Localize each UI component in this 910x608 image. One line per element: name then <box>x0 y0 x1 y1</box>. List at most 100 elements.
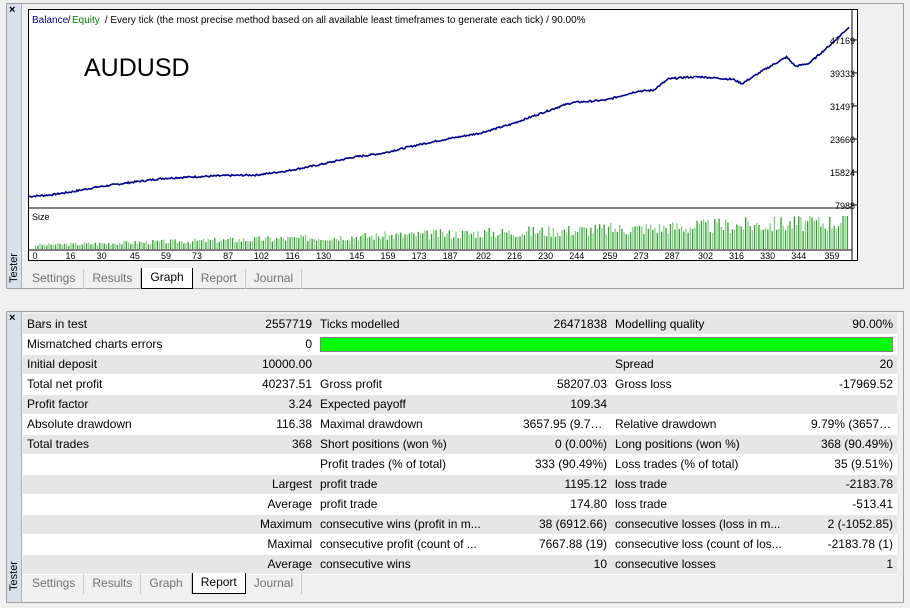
x-tick-label: 173 <box>412 251 427 260</box>
x-tick-label: 16 <box>66 251 76 260</box>
size-bar <box>234 242 236 249</box>
size-bar <box>477 231 479 249</box>
y-axis: 47169 39333 31497 23660 15824 7988 <box>830 10 857 260</box>
size-bar <box>654 227 656 249</box>
size-bar <box>616 232 618 249</box>
size-bar <box>435 230 437 249</box>
size-bar <box>550 236 552 249</box>
size-bar <box>581 227 583 249</box>
size-bar <box>466 231 468 249</box>
tab-results[interactable]: Results <box>84 269 142 289</box>
size-bar <box>709 232 711 249</box>
size-bar <box>209 240 211 249</box>
size-bar <box>94 242 96 249</box>
report-row: Absolute drawdown 116.38 Maximal drawdown 3… <box>23 414 897 435</box>
size-bar <box>327 240 329 249</box>
report-label: Maximal drawdown <box>316 414 519 435</box>
size-bar <box>324 240 327 249</box>
report-value: -513.41 <box>807 494 897 515</box>
x-tick-label: 216 <box>507 251 522 260</box>
size-bar <box>833 226 835 249</box>
size-bar <box>720 227 722 249</box>
size-bar <box>680 226 683 249</box>
size-bar <box>711 232 714 249</box>
size-bar <box>192 241 194 249</box>
size-bar <box>329 240 331 249</box>
tab-report[interactable]: Report <box>193 269 246 289</box>
size-bar <box>273 240 276 249</box>
size-bar <box>90 244 92 249</box>
size-bar <box>127 242 130 249</box>
tab-settings[interactable]: Settings <box>24 269 85 289</box>
size-bar <box>119 243 121 249</box>
size-bar <box>422 233 424 249</box>
x-tick-label: 202 <box>476 251 491 260</box>
tab-report[interactable]: Report <box>191 573 246 594</box>
size-bar <box>143 243 145 249</box>
size-bar <box>652 229 654 249</box>
x-tick-label: 273 <box>634 251 649 260</box>
report-value: 20 <box>807 354 897 375</box>
tab-graph[interactable]: Graph <box>141 574 192 594</box>
x-tick-label: 102 <box>254 251 269 260</box>
tab-results[interactable]: Results <box>84 574 142 594</box>
size-bar <box>216 243 218 249</box>
size-bar <box>643 234 645 249</box>
size-bar <box>603 224 605 249</box>
size-bar <box>484 230 486 249</box>
tab-journal[interactable]: Journal <box>246 269 303 289</box>
x-tick-label: 244 <box>569 251 584 260</box>
size-bar <box>212 239 214 249</box>
size-bar <box>461 230 464 249</box>
size-bar <box>464 231 466 249</box>
x-tick-label: 87 <box>223 251 233 260</box>
report-label <box>23 514 232 535</box>
report-row: Largest profit trade 1195.12 loss trade -218… <box>23 474 897 495</box>
report-label: consecutive wins (profit in m... <box>316 514 519 535</box>
size-bar <box>497 235 499 249</box>
size-bar <box>802 230 804 249</box>
size-bar <box>840 223 842 249</box>
size-bar <box>103 243 105 249</box>
tester-label: Tester <box>8 253 20 283</box>
size-bar <box>247 240 249 249</box>
tab-graph[interactable]: Graph <box>141 268 193 289</box>
size-bar <box>231 238 234 249</box>
size-bar <box>200 240 203 249</box>
size-bar <box>698 223 700 249</box>
size-bar <box>771 231 773 249</box>
size-bar <box>362 234 364 249</box>
size-bar <box>546 236 548 249</box>
size-bar <box>528 226 530 249</box>
size-bar <box>285 240 287 249</box>
size-bars <box>35 216 849 249</box>
close-icon[interactable]: × <box>9 312 16 324</box>
report-row: Initial deposit 10000.00 Spread 20 <box>23 354 897 375</box>
tab-settings[interactable]: Settings <box>24 574 85 594</box>
report-label: Absolute drawdown <box>23 414 232 435</box>
size-bar <box>50 244 52 249</box>
size-bar <box>532 227 534 249</box>
size-bar <box>543 235 546 249</box>
y-tick-label: 47169 <box>830 36 855 46</box>
size-bar <box>815 220 818 249</box>
size-bar <box>656 233 658 249</box>
size-bar <box>798 216 800 249</box>
size-bar <box>364 233 366 249</box>
report-value: 0 <box>232 334 316 355</box>
size-bar <box>789 221 791 249</box>
size-bar <box>121 244 123 249</box>
size-bar <box>846 216 849 249</box>
size-bar <box>588 235 590 249</box>
size-bar <box>614 228 616 249</box>
report-label: Gross profit <box>316 374 519 395</box>
size-bar <box>271 241 273 249</box>
size-bar <box>132 244 134 249</box>
report-label: Expected payoff <box>316 394 519 415</box>
tab-journal[interactable]: Journal <box>246 574 303 594</box>
legend-balance: Balance <box>32 15 69 26</box>
close-icon[interactable]: × <box>9 4 16 16</box>
size-bar <box>448 230 450 249</box>
report-label: Loss trades (% of total) <box>611 454 807 475</box>
size-bar <box>311 238 313 249</box>
